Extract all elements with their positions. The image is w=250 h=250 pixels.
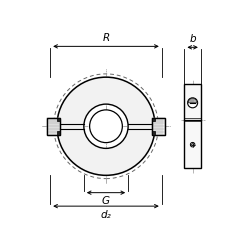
Bar [57,118,60,121]
Bar [184,84,201,168]
Circle shape [57,77,155,175]
Bar [152,118,155,121]
Bar [152,118,164,135]
Polygon shape [57,77,155,126]
Circle shape [188,98,198,108]
Text: d₂: d₂ [100,210,111,220]
Wedge shape [188,98,197,103]
Bar [152,131,155,135]
Text: R: R [102,33,110,43]
Circle shape [192,144,194,146]
Bar [47,118,60,135]
Bar [57,131,60,135]
Polygon shape [57,126,155,175]
Bar [47,118,60,135]
Text: b: b [189,34,196,44]
Bar [152,118,164,135]
Text: G: G [102,196,110,206]
Circle shape [190,142,195,147]
Circle shape [90,110,122,142]
